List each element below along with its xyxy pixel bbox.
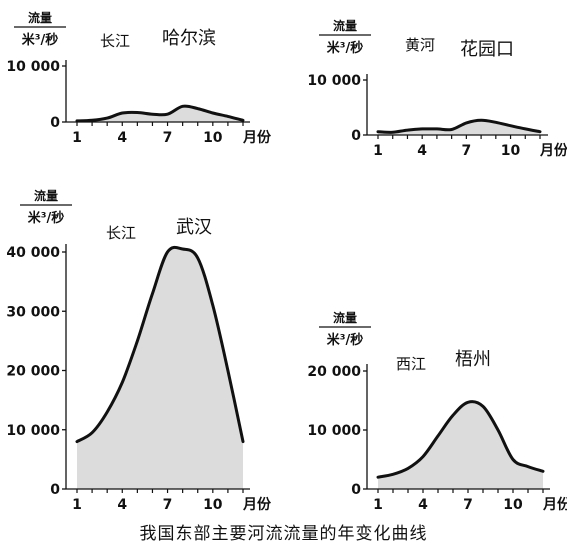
station-label: 花园口 (460, 39, 514, 60)
x-tick-label: 7 (163, 130, 173, 146)
y-axis-label-unit: 米³/秒 (327, 332, 363, 348)
y-tick-label: 20 000 (6, 364, 60, 380)
x-tick-label: 7 (461, 143, 471, 159)
x-tick-label: 10 (503, 497, 523, 513)
x-axis-label: 月份 (242, 496, 272, 513)
y-tick-label: 0 (351, 482, 361, 498)
x-axis-label: 月份 (242, 129, 272, 146)
river-label: 长江 (106, 224, 136, 242)
x-tick-label: 4 (417, 143, 427, 159)
y-tick-label: 10 000 (307, 73, 361, 89)
x-tick-label: 10 (203, 130, 223, 146)
chart-panel-3: 0 10 000 20 000 30 000 40 000 1 4 7 10 月份 流量米³/秒长江… (6, 188, 272, 513)
y-axis-label-quantity: 流量 (333, 310, 357, 325)
figure-caption: 我国东部主要河流流量的年变化曲线 (139, 524, 428, 544)
x-tick-label: 10 (501, 143, 521, 159)
x-axis-label: 月份 (542, 496, 567, 513)
station-label: 梧州 (455, 349, 491, 370)
x-tick-label: 7 (463, 497, 473, 513)
y-tick-label: 20 000 (307, 364, 361, 380)
x-tick-label: 1 (72, 130, 82, 146)
x-axis-label: 月份 (539, 142, 567, 159)
x-tick-label: 1 (373, 143, 383, 159)
series-line (75, 245, 245, 444)
y-axis-label-unit: 米³/秒 (327, 40, 363, 56)
river-label: 西江 (396, 355, 426, 373)
y-tick-label: 10 000 (6, 423, 60, 439)
series-line (75, 104, 245, 123)
x-tick-label: 4 (117, 497, 127, 513)
y-tick-label: 0 (351, 128, 361, 144)
y-axis-label-unit: 米³/秒 (28, 210, 64, 226)
area-fill (77, 247, 243, 489)
x-tick-label: 1 (373, 497, 383, 513)
y-axis-label-unit: 米³/秒 (22, 32, 58, 48)
series-line (376, 400, 545, 479)
y-axis-label-quantity: 流量 (333, 18, 357, 33)
x-tick-label: 10 (203, 497, 223, 513)
y-tick-label: 0 (50, 115, 60, 131)
river-label: 黄河 (405, 36, 435, 54)
y-tick-label: 10 000 (307, 423, 361, 439)
y-tick-label: 10 000 (6, 59, 60, 75)
x-tick-label: 4 (418, 497, 428, 513)
y-axis-label-quantity: 流量 (28, 10, 52, 25)
y-axis-label-quantity: 流量 (34, 188, 58, 203)
x-tick-label: 4 (117, 130, 127, 146)
station-label: 武汉 (176, 217, 212, 238)
series-line (376, 118, 542, 134)
y-tick-label: 0 (50, 482, 60, 498)
area-fill (378, 401, 543, 489)
y-tick-label: 30 000 (6, 304, 60, 320)
y-tick-label: 40 000 (6, 245, 60, 261)
x-tick-label: 1 (72, 497, 82, 513)
x-tick-label: 7 (163, 497, 173, 513)
river-label: 长江 (100, 32, 130, 50)
station-label: 哈尔滨 (162, 28, 216, 49)
